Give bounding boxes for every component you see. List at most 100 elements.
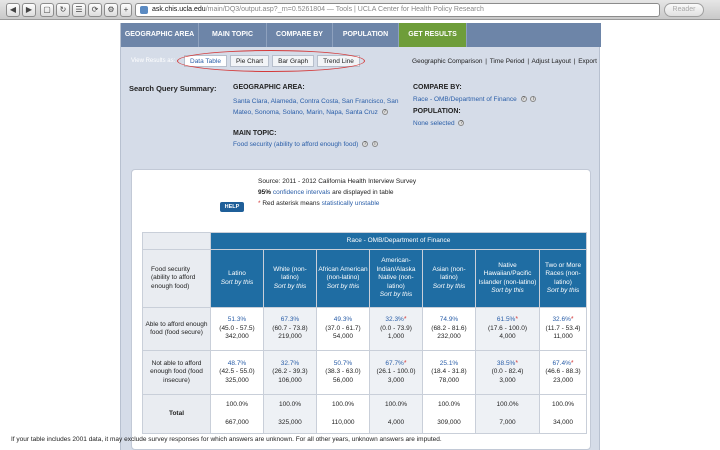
cell-count: 23,000: [553, 376, 573, 384]
results-card: Source: 2011 - 2012 California Health In…: [131, 169, 591, 450]
confidence-intervals-link[interactable]: confidence intervals: [272, 189, 331, 196]
statistically-unstable-link[interactable]: statistically unstable: [321, 200, 380, 207]
column-name: African American (non-latino): [318, 265, 368, 282]
column-name: American-Indian/Alaska Native (non-latin…: [376, 257, 416, 290]
reload-icon[interactable]: ⟳: [88, 3, 102, 17]
add-tab-icon[interactable]: +: [120, 3, 132, 17]
table-cell: 100.0% 325,000: [263, 394, 317, 434]
forward-icon[interactable]: ▶: [22, 3, 36, 17]
help-icon[interactable]: ?: [458, 120, 465, 127]
info-icon[interactable]: i: [530, 96, 537, 103]
tab-geographic-area[interactable]: GEOGRAPHIC AREA: [121, 23, 199, 47]
help-icon[interactable]: ?: [362, 141, 369, 148]
cell-count: 309,000: [437, 418, 461, 426]
cell-percent: 67.3%: [280, 316, 300, 324]
view-pie-chart-button[interactable]: Pie Chart: [229, 55, 270, 67]
share-icon[interactable]: ↻: [56, 3, 70, 17]
export-link[interactable]: Export: [578, 58, 597, 65]
address-bar[interactable]: ask.chis.ucla.edu/main/DQ3/output.asp?_r…: [135, 3, 660, 17]
cell-percent: 51.3%: [227, 316, 247, 324]
column-name: Native Hawaiian/Pacific Islander (non-la…: [478, 261, 537, 286]
compare-by-link[interactable]: Race - OMB/Department of Finance: [413, 96, 517, 103]
column-header: Latino Sort by this: [210, 249, 264, 308]
url-path: /main/DQ3/output.asp?_rn=0.5261804: [205, 6, 325, 13]
column-header: White (non-latino) Sort by this: [263, 249, 317, 308]
summary-title: Search Query Summary:: [129, 84, 217, 93]
reader-button[interactable]: Reader: [664, 3, 704, 17]
tab-main-topic[interactable]: MAIN TOPIC: [199, 23, 267, 47]
tab-compare-by[interactable]: COMPARE BY: [267, 23, 333, 47]
time-period-link[interactable]: Time Period: [489, 58, 525, 65]
table-cell: 25.1% (18.4 - 31.8) 78,000: [422, 350, 476, 395]
cell-ci: [477, 410, 538, 419]
cell-ci: (46.6 - 88.3): [545, 368, 581, 376]
cell-ci: (42.5 - 55.0): [219, 368, 255, 376]
tab-population[interactable]: POPULATION: [333, 23, 399, 47]
sort-by-link[interactable]: Sort by this: [491, 287, 524, 294]
sort-by-link[interactable]: Sort by this: [326, 282, 360, 290]
cell-count: 342,000: [225, 333, 249, 341]
view-data-table-button[interactable]: Data Table: [184, 55, 227, 67]
cell-ci: [265, 410, 315, 419]
cell-percent: 100.0%: [437, 401, 461, 408]
column-header: American-Indian/Alaska Native (non-latin…: [369, 249, 423, 308]
population-link[interactable]: None selected: [413, 120, 455, 127]
column-name: Two or More Races (non-latino): [544, 261, 582, 286]
help-icon[interactable]: ?: [381, 109, 388, 116]
sort-by-link[interactable]: Sort by this: [546, 287, 580, 294]
back-icon[interactable]: ◀: [6, 3, 20, 17]
cell-percent: 49.3%: [333, 316, 353, 324]
ci-percent: 95%: [258, 189, 272, 196]
bookmarks-icon[interactable]: ☰: [72, 3, 86, 17]
view-bar-graph-button[interactable]: Bar Graph: [272, 55, 315, 67]
help-button[interactable]: HELP: [220, 202, 244, 212]
cell-percent: 32.7%: [280, 359, 300, 367]
view-results-bar: View Results as: Data Table Pie Chart Ba…: [121, 50, 601, 72]
geographic-comparison-link[interactable]: Geographic Comparison: [412, 58, 483, 65]
cell-percent: 50.7%: [333, 359, 353, 367]
cell-percent: 67.4%*: [552, 359, 574, 367]
row-header-label: Food security (ability to afford enough …: [142, 249, 211, 308]
view-tabs: Data Table Pie Chart Bar Graph Trend Lin…: [177, 50, 365, 72]
info-icon[interactable]: i: [371, 141, 378, 148]
cell-ci: (38.3 - 63.0): [325, 368, 361, 376]
geographic-area-link[interactable]: Santa Clara, Alameda, Contra Costa, San …: [233, 98, 399, 116]
ci-rest-text: are displayed in table: [330, 189, 394, 196]
settings-icon[interactable]: ⚙: [104, 3, 118, 17]
cell-count: 3,000: [387, 376, 405, 384]
sort-by-link[interactable]: Sort by this: [379, 291, 413, 299]
row-label: Total: [142, 394, 211, 434]
table-cell: 32.7% (26.2 - 39.3) 106,000: [263, 350, 317, 395]
column-header: Native Hawaiian/Pacific Islander (non-la…: [475, 249, 540, 308]
table-row: Not able to afford enough food (food ins…: [142, 350, 588, 395]
cell-count: 325,000: [225, 376, 249, 384]
table-row: Total 100.0% 667,000 100.0% 325,000 100.0% 110…: [142, 394, 588, 434]
tab-get-results[interactable]: GET RESULTS: [399, 23, 467, 47]
table-cell: 67.7%* (26.1 - 100.0) 3,000: [369, 350, 423, 395]
main-topic-link[interactable]: Food security (ability to afford enough …: [233, 141, 359, 148]
unstable-asterisk-icon: *: [570, 316, 574, 324]
sort-by-link[interactable]: Sort by this: [220, 278, 254, 286]
footnote: If your table includes 2001 data, it may…: [11, 436, 442, 443]
cell-count: 4,000: [387, 418, 405, 426]
table-cell: 50.7% (38.3 - 63.0) 56,000: [316, 350, 370, 395]
table-cell: 67.3% (60.7 - 73.8) 219,000: [263, 307, 317, 351]
column-header: Asian (non-latino) Sort by this: [422, 249, 476, 308]
cell-count: 34,000: [553, 418, 573, 426]
compare-by-value: Race - OMB/Department of Finance ? i: [413, 96, 537, 103]
table-cell: 100.0% 34,000: [538, 394, 588, 434]
adjust-layout-link[interactable]: Adjust Layout: [531, 58, 571, 65]
table-cell: 32.6%* (11.7 - 53.4) 11,000: [538, 307, 588, 351]
cell-count: 667,000: [225, 418, 249, 426]
help-icon[interactable]: ?: [520, 96, 527, 103]
view-trend-line-button[interactable]: Trend Line: [317, 55, 360, 67]
source-info: Source: 2011 - 2012 California Health In…: [258, 176, 416, 209]
cell-ci: (68.2 - 81.6): [431, 324, 467, 332]
sort-by-link[interactable]: Sort by this: [273, 282, 307, 290]
population-heading: POPULATION:: [413, 108, 461, 115]
cell-count: 4,000: [499, 333, 516, 341]
sort-by-link[interactable]: Sort by this: [432, 282, 466, 290]
cell-percent: 48.7%: [227, 359, 247, 367]
table-cell: 100.0% 667,000: [210, 394, 264, 434]
window-icon[interactable]: ▢: [40, 3, 54, 17]
